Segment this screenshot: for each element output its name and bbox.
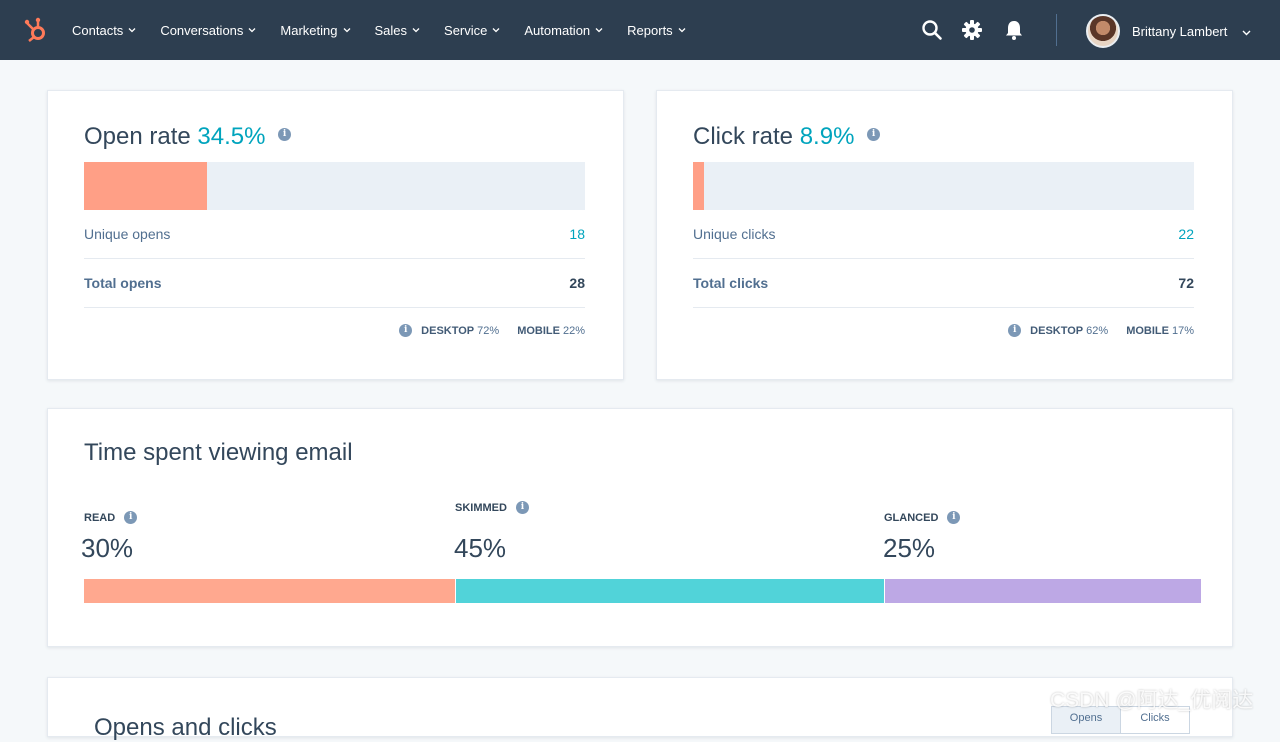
nav-item-automation[interactable]: Automation	[524, 23, 603, 38]
time-spent-title: Time spent viewing email	[84, 439, 353, 466]
info-icon[interactable]: i	[124, 511, 138, 524]
unique-clicks-label: Unique clicks	[693, 226, 776, 242]
chevron-down-icon	[128, 28, 136, 33]
nav-item-label: Conversations	[160, 22, 244, 38]
device-breakdown: i DESKTOP 72% MOBILE 22%	[399, 324, 585, 337]
skimmed-percent: 45%	[454, 533, 507, 563]
mobile-value: 22%	[562, 324, 585, 337]
open-rate-percent: 34.5%	[197, 123, 266, 150]
total-clicks-value: 72	[1178, 275, 1194, 291]
click-rate-label: Click rate	[693, 123, 794, 150]
nav-item-label: Sales	[374, 22, 408, 38]
chevron-down-icon	[678, 28, 686, 33]
chevron-down-icon	[412, 28, 420, 33]
info-icon[interactable]: i	[947, 511, 961, 524]
read-bar-segment	[84, 579, 455, 603]
notification-bell-icon[interactable]	[1003, 19, 1025, 41]
search-icon[interactable]	[921, 19, 943, 41]
chevron-down-icon	[492, 28, 500, 33]
total-opens-row: Total opens 28	[84, 259, 585, 308]
glanced-bar-segment	[885, 579, 1201, 603]
nav-item-marketing[interactable]: Marketing	[280, 23, 350, 38]
info-icon[interactable]: i	[867, 128, 881, 142]
chevron-down-icon	[248, 28, 256, 33]
open-rate-progress-fill	[84, 162, 207, 210]
total-clicks-label: Total clicks	[693, 275, 769, 291]
chevron-down-icon[interactable]	[1242, 28, 1251, 37]
desktop-value: 72%	[477, 324, 500, 337]
mobile-label: MOBILE	[517, 324, 560, 337]
open-rate-card: Open rate 34.5% i Unique opens 18 Total …	[47, 90, 624, 380]
nav-divider	[1056, 14, 1057, 46]
unique-clicks-value[interactable]: 22	[1178, 226, 1194, 242]
nav-menu: Contacts Conversations Marketing Sales S…	[72, 0, 710, 60]
info-icon[interactable]: i	[399, 324, 413, 337]
total-opens-label: Total opens	[84, 275, 162, 291]
mobile-stat: MOBILE 17%	[1126, 325, 1194, 337]
watermark: CSDN @阿达_优阅达	[1050, 689, 1254, 712]
mobile-value: 17%	[1171, 324, 1194, 337]
unique-opens-value[interactable]: 18	[569, 226, 585, 242]
mobile-label: MOBILE	[1126, 324, 1169, 337]
read-label: READ	[84, 511, 116, 524]
total-clicks-row: Total clicks 72	[693, 259, 1194, 308]
engagement-title: Opens and clicks	[94, 714, 277, 741]
nav-item-label: Service	[444, 22, 488, 38]
open-rate-title: Open rate 34.5% i	[84, 123, 292, 151]
unique-clicks-row: Unique clicks 22	[693, 210, 1194, 259]
nav-item-reports[interactable]: Reports	[627, 23, 686, 38]
top-navigation: Contacts Conversations Marketing Sales S…	[0, 0, 1280, 60]
click-rate-percent: 8.9%	[799, 123, 855, 150]
unique-opens-row: Unique opens 18	[84, 210, 585, 259]
info-icon[interactable]: i	[515, 501, 529, 514]
total-opens-value: 28	[569, 275, 585, 291]
nav-item-contacts[interactable]: Contacts	[72, 23, 136, 38]
chevron-down-icon	[595, 28, 603, 33]
desktop-value: 62%	[1086, 324, 1109, 337]
hubspot-logo-icon[interactable]	[24, 17, 48, 43]
device-breakdown: i DESKTOP 62% MOBILE 17%	[1008, 324, 1194, 337]
nav-item-conversations[interactable]: Conversations	[160, 23, 256, 38]
glanced-percent: 25%	[883, 533, 936, 563]
unique-opens-label: Unique opens	[84, 226, 171, 242]
click-rate-progress-bar	[693, 162, 1194, 210]
read-percent: 30%	[81, 533, 134, 563]
user-avatar[interactable]	[1086, 14, 1120, 48]
nav-item-label: Reports	[627, 22, 673, 38]
desktop-label: DESKTOP	[421, 324, 475, 337]
glanced-label: GLANCED	[884, 511, 939, 524]
desktop-label: DESKTOP	[1030, 324, 1084, 337]
time-spent-card: Time spent viewing email READ i 30% SKIM…	[47, 408, 1233, 647]
desktop-stat: DESKTOP 72%	[421, 325, 499, 337]
user-name[interactable]: Brittany Lambert	[1132, 24, 1228, 39]
open-rate-label: Open rate	[84, 123, 191, 150]
info-icon[interactable]: i	[278, 128, 292, 142]
mobile-stat: MOBILE 22%	[517, 325, 585, 337]
nav-item-sales[interactable]: Sales	[375, 23, 421, 38]
nav-item-label: Contacts	[72, 22, 124, 38]
glanced-label-group: GLANCED i	[884, 511, 961, 524]
nav-item-label: Marketing	[280, 22, 338, 38]
click-rate-title: Click rate 8.9% i	[693, 123, 881, 151]
click-rate-progress-fill	[693, 162, 704, 210]
skimmed-label: SKIMMED	[455, 501, 507, 514]
chevron-down-icon	[343, 28, 350, 33]
skimmed-label-group: SKIMMED i	[455, 501, 529, 514]
click-rate-card: Click rate 8.9% i Unique clicks 22 Total…	[656, 90, 1233, 380]
nav-item-label: Automation	[524, 22, 591, 38]
gear-icon[interactable]	[961, 19, 983, 41]
open-rate-progress-bar	[84, 162, 585, 210]
nav-item-service[interactable]: Service	[444, 23, 500, 38]
info-icon[interactable]: i	[1008, 324, 1022, 337]
desktop-stat: DESKTOP 62%	[1030, 325, 1108, 337]
read-label-group: READ i	[84, 511, 138, 524]
skimmed-bar-segment	[456, 579, 884, 603]
